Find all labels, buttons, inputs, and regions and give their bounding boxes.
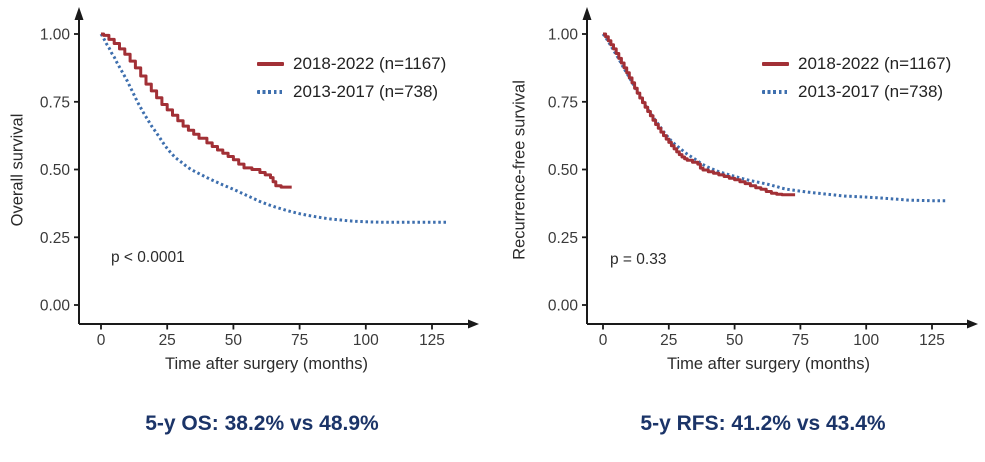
- y-tick-label: 0.75: [548, 94, 578, 111]
- curve-2013-2017: [601, 33, 948, 203]
- overall-survival-panel: 0.00 0.25 0.50 0.75 1.00 0 25 50 75 100 125 Overal…: [0, 0, 492, 462]
- y-tick-label: 0.25: [548, 230, 578, 247]
- x-axis-title: Time after surgery (months): [165, 355, 368, 373]
- solid-line-swatch: [762, 62, 789, 66]
- p-value: p < 0.0001: [111, 249, 185, 266]
- y-tick-label: 0.50: [548, 162, 579, 179]
- x-tick-label: 125: [919, 332, 945, 349]
- x-tick-label: 0: [97, 332, 106, 349]
- recurrence-free-survival-panel: 0.00 0.25 0.50 0.75 1.00 0 25 50 75 100 125 Recurr…: [493, 0, 985, 462]
- five-year-rfs-caption: 5-y RFS: 41.2% vs 43.4%: [640, 412, 886, 435]
- legend-label: 2018-2022 (n=1167): [293, 54, 447, 73]
- y-axis-title: Recurrence-free survival: [510, 80, 529, 260]
- y-tick-label: 0.00: [548, 298, 579, 315]
- legend-item-2013-2017: 2013-2017 (n=738): [762, 78, 951, 106]
- curve-2018-2022: [603, 32, 796, 197]
- y-tick-label: 0.25: [40, 230, 70, 247]
- y-tick-label: 0.00: [40, 298, 71, 315]
- x-tick-label: 25: [660, 332, 677, 349]
- y-axis-title: Overall survival: [8, 113, 27, 227]
- curve-2018-2022: [101, 32, 292, 189]
- legend-item-2018-2022: 2018-2022 (n=1167): [257, 50, 446, 78]
- x-tick-label: 25: [159, 332, 176, 349]
- legend: 2018-2022 (n=1167) 2013-2017 (n=738): [257, 50, 446, 106]
- x-axis-title: Time after surgery (months): [667, 355, 870, 373]
- x-tick-label: 50: [726, 332, 744, 349]
- y-tick-label: 0.75: [40, 94, 70, 111]
- y-axis-arrow: [582, 7, 592, 20]
- x-tick-label: 125: [419, 332, 445, 349]
- curve-2013-2017: [99, 33, 448, 224]
- p-value: p = 0.33: [610, 251, 667, 268]
- dotted-line-swatch: [257, 90, 284, 94]
- x-axis-arrow: [468, 319, 479, 329]
- x-tick-label: 100: [853, 332, 879, 349]
- x-axis-arrow: [967, 319, 978, 329]
- y-tick-label: 0.50: [40, 162, 71, 179]
- solid-line-swatch: [257, 62, 284, 66]
- five-year-os-caption: 5-y OS: 38.2% vs 48.9%: [145, 412, 379, 435]
- legend-label: 2013-2017 (n=738): [293, 82, 439, 101]
- recurrence-free-survival-plot: 0.00 0.25 0.50 0.75 1.00 0 25 50 75 100 125: [548, 7, 978, 349]
- y-tick-label: 1.00: [548, 27, 579, 44]
- x-tick-label: 75: [792, 332, 809, 349]
- legend-label: 2018-2022 (n=1167): [798, 54, 952, 73]
- x-tick-label: 75: [291, 332, 308, 349]
- dotted-line-swatch: [762, 90, 789, 94]
- legend-label: 2013-2017 (n=738): [798, 82, 944, 101]
- legend: 2018-2022 (n=1167) 2013-2017 (n=738): [762, 50, 951, 106]
- x-tick-label: 50: [225, 332, 243, 349]
- x-tick-label: 100: [353, 332, 379, 349]
- x-tick-label: 0: [599, 332, 608, 349]
- y-axis-arrow: [74, 7, 84, 20]
- legend-item-2018-2022: 2018-2022 (n=1167): [762, 50, 951, 78]
- y-tick-label: 1.00: [40, 27, 71, 44]
- overall-survival-plot: 0.00 0.25 0.50 0.75 1.00 0 25 50 75 100 125: [40, 7, 479, 349]
- legend-item-2013-2017: 2013-2017 (n=738): [257, 78, 446, 106]
